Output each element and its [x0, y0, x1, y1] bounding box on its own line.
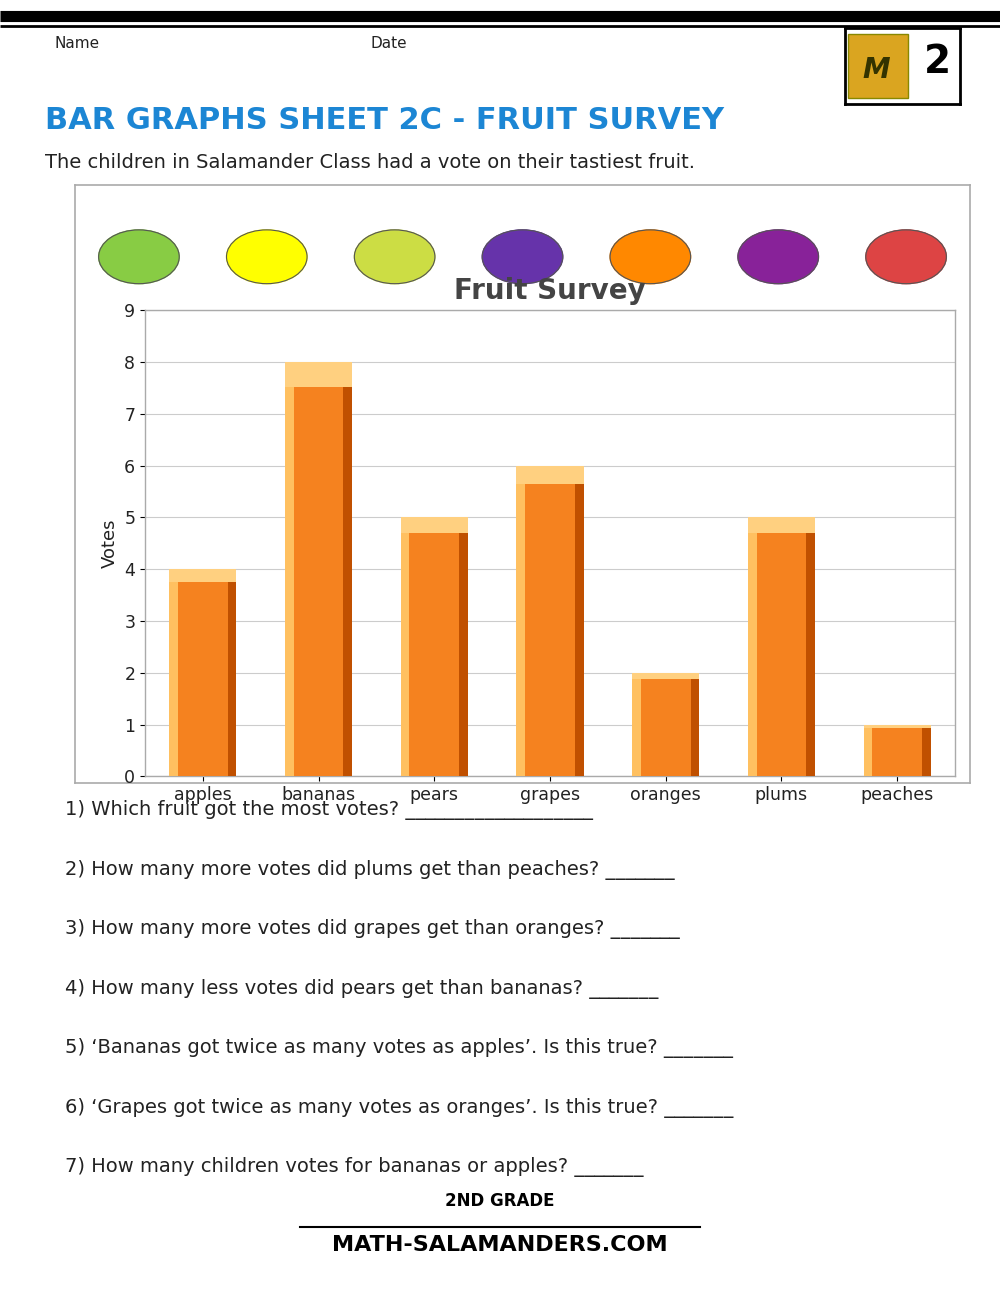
Bar: [748, 518, 815, 776]
Bar: [285, 362, 352, 776]
Bar: [401, 518, 468, 533]
Bar: [748, 518, 815, 533]
Bar: [343, 362, 352, 776]
Text: Name: Name: [55, 36, 100, 50]
Bar: [575, 466, 584, 776]
Circle shape: [866, 230, 946, 283]
Bar: [516, 466, 584, 484]
Circle shape: [738, 230, 818, 283]
Text: The children in Salamander Class had a vote on their tastiest fruit.: The children in Salamander Class had a v…: [45, 153, 695, 172]
Bar: [285, 362, 294, 776]
Bar: [169, 569, 236, 776]
Text: M: M: [862, 56, 890, 84]
Title: Fruit Survey: Fruit Survey: [454, 277, 646, 305]
Bar: [922, 725, 931, 776]
Bar: [691, 673, 699, 776]
Bar: [864, 725, 931, 776]
Circle shape: [99, 230, 179, 283]
FancyBboxPatch shape: [848, 35, 908, 97]
Bar: [806, 518, 815, 776]
Bar: [632, 673, 699, 679]
Bar: [401, 518, 468, 776]
Text: 4) How many less votes did pears get than bananas? _______: 4) How many less votes did pears get tha…: [65, 978, 658, 999]
Bar: [864, 725, 872, 776]
Text: Date: Date: [370, 36, 407, 50]
Bar: [748, 518, 757, 776]
Bar: [169, 569, 236, 581]
Bar: [864, 725, 931, 727]
Text: MATH-SALAMANDERS.COM: MATH-SALAMANDERS.COM: [332, 1236, 668, 1255]
Bar: [632, 673, 699, 776]
Bar: [632, 673, 641, 776]
Text: 3) How many more votes did grapes get than oranges? _______: 3) How many more votes did grapes get th…: [65, 919, 680, 939]
Circle shape: [610, 230, 691, 283]
Bar: [169, 569, 178, 776]
Bar: [459, 518, 468, 776]
Text: BAR GRAPHS SHEET 2C - FRUIT SURVEY: BAR GRAPHS SHEET 2C - FRUIT SURVEY: [45, 106, 724, 136]
Text: 2ND GRADE: 2ND GRADE: [445, 1192, 555, 1210]
Text: 6) ‘Grapes got twice as many votes as oranges’. Is this true? _______: 6) ‘Grapes got twice as many votes as or…: [65, 1097, 733, 1118]
Bar: [516, 466, 584, 776]
Circle shape: [482, 230, 563, 283]
Bar: [228, 569, 236, 776]
Text: 1) Which fruit got the most votes? ___________________: 1) Which fruit got the most votes? _____…: [65, 800, 593, 820]
Y-axis label: Votes: Votes: [101, 519, 119, 568]
Bar: [285, 362, 352, 387]
Text: 7) How many children votes for bananas or apples? _______: 7) How many children votes for bananas o…: [65, 1157, 644, 1178]
Bar: [401, 518, 409, 776]
Bar: [516, 466, 525, 776]
Text: 2: 2: [923, 43, 951, 82]
Circle shape: [227, 230, 307, 283]
Text: 5) ‘Bananas got twice as many votes as apples’. Is this true? _______: 5) ‘Bananas got twice as many votes as a…: [65, 1038, 733, 1058]
Text: 2) How many more votes did plums get than peaches? _______: 2) How many more votes did plums get tha…: [65, 859, 675, 880]
Circle shape: [354, 230, 435, 283]
